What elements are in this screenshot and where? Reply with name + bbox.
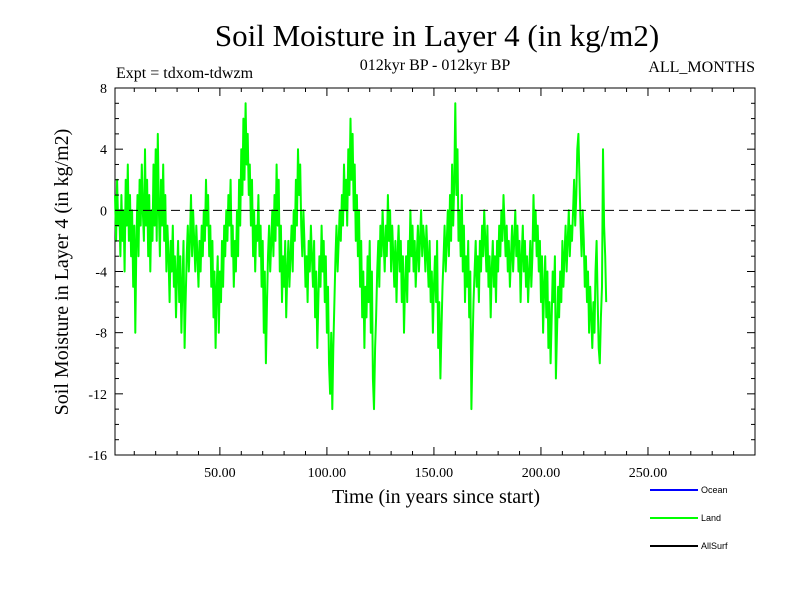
experiment-label: Expt = tdxom-tdwzm	[116, 65, 254, 82]
legend-label-land: Land	[701, 513, 721, 523]
y-tick-label: -4	[95, 266, 107, 281]
legend-label-allsurf: AllSurf	[701, 541, 728, 551]
x-tick-label: 150.00	[415, 466, 454, 481]
y-tick-label: 0	[100, 204, 107, 219]
period-label: 012kyr BP - 012kyr BP	[360, 57, 511, 74]
chart-title: Soil Moisture in Layer 4 (in kg/m2)	[215, 18, 659, 53]
series-line-land	[114, 102, 608, 411]
y-tick-label: 8	[100, 82, 107, 97]
y-tick-label: -8	[95, 327, 107, 342]
y-tick-label: 4	[100, 143, 107, 158]
legend: Ocean Land AllSurf	[650, 485, 728, 551]
x-tick-label: 50.00	[204, 466, 236, 481]
plot-area: 8 4 0 -4 -8 -12 -16 50.00 100.00 150.00 200.00 250.…	[88, 82, 756, 481]
y-tick-label: -12	[88, 388, 107, 403]
y-axis-label: Soil Moisture in Layer 4 (in kg/m2)	[51, 129, 73, 416]
months-label: ALL_MONTHS	[648, 59, 755, 76]
x-axis-label: Time (in years since start)	[332, 486, 540, 508]
legend-label-ocean: Ocean	[701, 485, 728, 495]
x-tick-label: 250.00	[629, 466, 668, 481]
y-tick-label: -16	[88, 449, 107, 464]
x-tick-label: 100.00	[308, 466, 347, 481]
x-tick-label: 200.00	[522, 466, 561, 481]
